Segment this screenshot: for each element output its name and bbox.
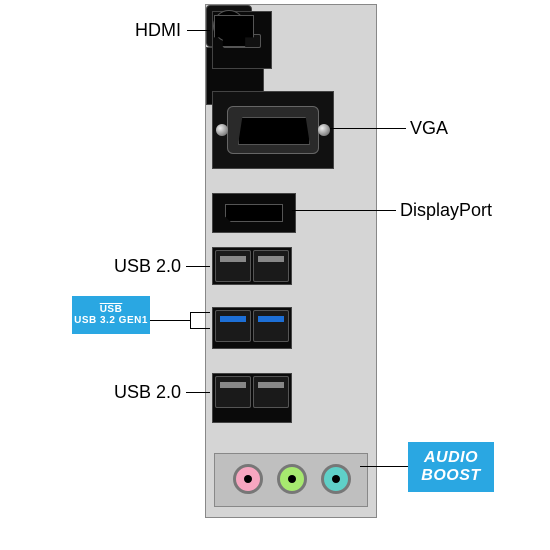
badge-audio-boost: AUDIO BOOST: [408, 442, 494, 492]
audio-jack-linein: [321, 464, 351, 494]
audio-jack-mic: [233, 464, 263, 494]
label-usb2-upper: USB 2.0: [114, 256, 181, 277]
label-usb2-lower: USB 2.0: [114, 382, 181, 403]
usb2-port: [215, 376, 251, 408]
vga-port: [212, 91, 334, 169]
badge-usb32-text: USB USB 3.2 GEN1: [74, 304, 148, 326]
leader-usb2-lower: [186, 392, 210, 393]
leader-vga: [330, 128, 406, 129]
badge-usb32: USB USB 3.2 GEN1: [72, 296, 150, 334]
label-hdmi: HDMI: [135, 20, 181, 41]
io-plate: [205, 4, 377, 518]
audio-jack-row: [214, 453, 368, 507]
leader-hdmi: [187, 30, 210, 31]
badge-usb32-line1: USB: [98, 304, 125, 315]
badge-usb32-line2: USB 3.2 GEN1: [74, 315, 148, 326]
leader-usb32: [150, 320, 190, 321]
vga-screw-left: [216, 124, 228, 136]
leader-audio-boost: [360, 466, 408, 467]
vga-connector: [227, 106, 319, 154]
usb32-port: [253, 310, 289, 342]
usb2-upper-group: [212, 247, 292, 285]
usb2-port: [253, 376, 289, 408]
leader-displayport: [292, 210, 396, 211]
usb2-port: [215, 250, 251, 282]
label-displayport: DisplayPort: [400, 200, 492, 221]
vga-trap: [238, 117, 310, 145]
usb2-port: [253, 250, 289, 282]
audio-jack-lineout: [277, 464, 307, 494]
leader-usb2-upper: [186, 266, 210, 267]
leader-usb32-fork: [190, 312, 210, 313]
usb32-port: [215, 310, 251, 342]
displayport-port: [212, 193, 296, 233]
usb32-group: [212, 307, 292, 349]
leader-usb32-vert: [190, 312, 191, 328]
vga-screw-right: [318, 124, 330, 136]
leader-usb32-fork: [190, 328, 210, 329]
label-vga: VGA: [410, 118, 448, 139]
usb2-lower-group: [212, 373, 292, 423]
badge-audio-text: AUDIO BOOST: [408, 449, 494, 485]
